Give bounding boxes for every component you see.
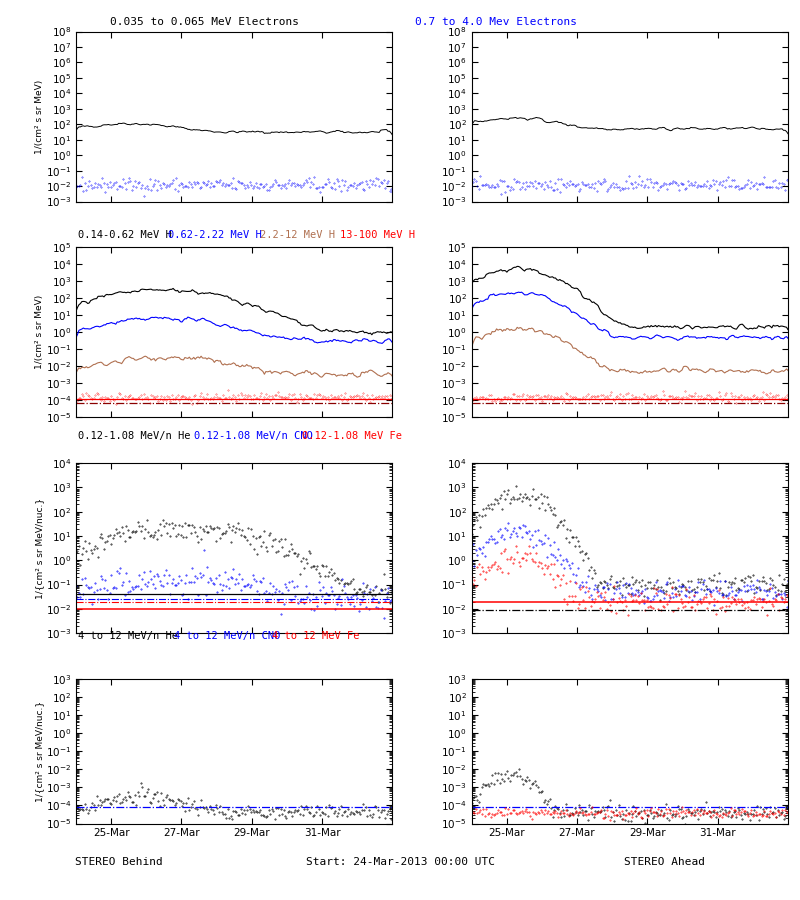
Text: 0.12-1.08 MeV/n CNO: 0.12-1.08 MeV/n CNO	[194, 431, 312, 441]
Text: 0.14-0.62 MeV H: 0.14-0.62 MeV H	[78, 230, 172, 240]
Text: 4 to 12 MeV/n He: 4 to 12 MeV/n He	[78, 631, 178, 641]
Y-axis label: 1/(cm² s sr MeV): 1/(cm² s sr MeV)	[35, 79, 44, 154]
Text: 0.035 to 0.065 MeV Electrons: 0.035 to 0.065 MeV Electrons	[110, 17, 298, 27]
Text: 0.12-1.08 MeV Fe: 0.12-1.08 MeV Fe	[302, 431, 402, 441]
Text: 0.62-2.22 MeV H: 0.62-2.22 MeV H	[168, 230, 262, 240]
Text: 0.12-1.08 MeV/n He: 0.12-1.08 MeV/n He	[78, 431, 191, 441]
Y-axis label: 1/(cm² s sr MeV): 1/(cm² s sr MeV)	[35, 295, 44, 370]
Y-axis label: 1/{cm² s sr MeV/nuc.}: 1/{cm² s sr MeV/nuc.}	[35, 498, 44, 598]
Text: 4 to 12 MeV/n CNO: 4 to 12 MeV/n CNO	[174, 631, 281, 641]
Text: 4 to 12 MeV Fe: 4 to 12 MeV Fe	[272, 631, 359, 641]
Text: 2.2-12 MeV H: 2.2-12 MeV H	[260, 230, 335, 240]
Text: Start: 24-Mar-2013 00:00 UTC: Start: 24-Mar-2013 00:00 UTC	[306, 857, 494, 867]
Text: STEREO Ahead: STEREO Ahead	[623, 857, 705, 867]
Text: STEREO Behind: STEREO Behind	[74, 857, 162, 867]
Y-axis label: 1/{cm² s sr MeV/nuc.}: 1/{cm² s sr MeV/nuc.}	[35, 701, 44, 802]
Text: 13-100 MeV H: 13-100 MeV H	[340, 230, 415, 240]
Text: 0.7 to 4.0 Mev Electrons: 0.7 to 4.0 Mev Electrons	[415, 17, 577, 27]
